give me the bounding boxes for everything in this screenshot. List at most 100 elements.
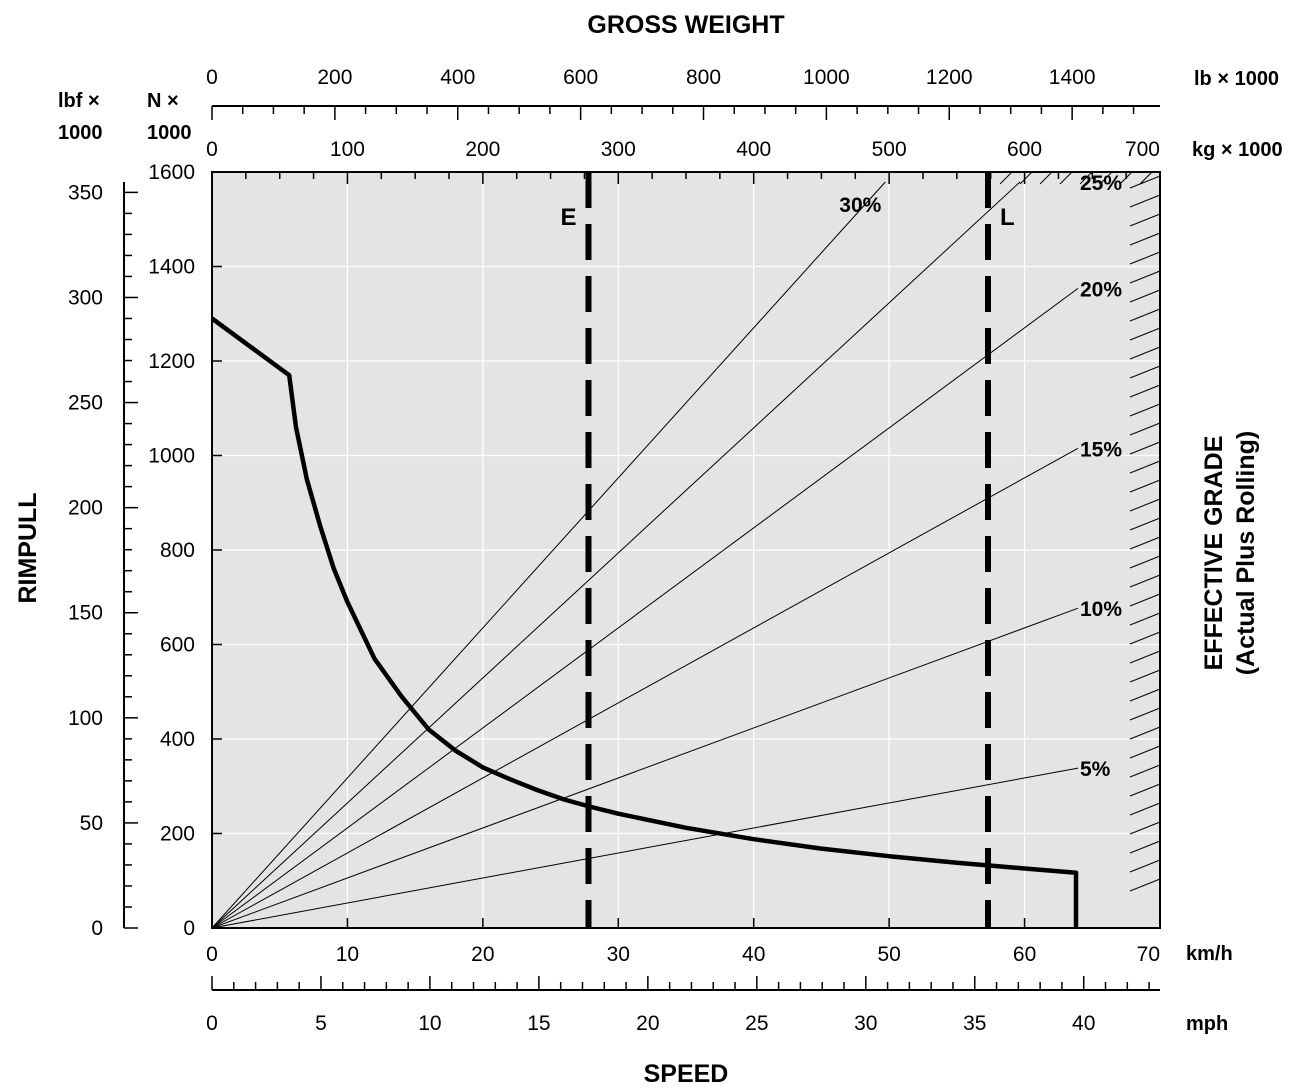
y-tick-label-n: 600: [160, 634, 195, 657]
y-tick-label-lbf: 250: [68, 392, 103, 415]
grade-scale-tick: [1019, 171, 1033, 185]
grade-scale-tick: [1129, 612, 1161, 626]
grade-scale-tick: [1129, 270, 1161, 284]
grade-line-15: [211, 447, 1079, 929]
grade-scale-tick: [1129, 821, 1161, 835]
x-axis-title: SPEED: [644, 1060, 729, 1088]
y-tick-label-n: 200: [160, 823, 195, 846]
y-tick-label-n: 0: [183, 917, 195, 940]
grade-label-15: 15%: [1080, 438, 1122, 461]
grade-scale-tick: [1129, 707, 1161, 721]
x-tick-label-mph: 30: [854, 1012, 877, 1035]
y-tick-label-n: 1000: [148, 445, 195, 468]
y-tick-label-lbf: 300: [68, 286, 103, 309]
y-tick-label-lbf: 150: [68, 602, 103, 625]
x-tick-label-mph: 35: [963, 1012, 986, 1035]
grade-scale-tick: [1129, 289, 1161, 303]
x-tick-label-mph: 5: [315, 1012, 327, 1035]
grade-scale-tick: [1129, 878, 1161, 892]
top-tick-label-lb: 400: [440, 66, 475, 89]
top-tick-label-lb: 1200: [926, 66, 973, 89]
y-tick-label-n: 800: [160, 539, 195, 562]
grade-scale-tick: [1129, 593, 1161, 607]
grade-scale-tick: [1129, 384, 1161, 398]
top-tick-label-kg: 400: [736, 138, 771, 161]
x-secondary-unit-label: mph: [1186, 1013, 1228, 1035]
grade-scale-tick: [1129, 213, 1161, 227]
grade-scale-tick: [1129, 498, 1161, 512]
grade-scale-tick: [1129, 726, 1161, 740]
grade-label-20: 20%: [1080, 278, 1122, 301]
y-tick-label-n: 1600: [148, 161, 195, 184]
chart-title: GROSS WEIGHT: [587, 11, 784, 39]
grade-scale-tick: [1129, 783, 1161, 797]
y-secondary-unit-label-line2: 1000: [58, 122, 103, 144]
grade-scale-tick: [1129, 194, 1161, 208]
x-tick-label-kmh: 40: [742, 943, 765, 966]
x-tick-label-mph: 10: [418, 1012, 441, 1035]
grade-scale-tick: [1129, 441, 1161, 455]
y-primary-unit-label-line1: N ×: [147, 90, 179, 112]
right-axis-title-line2: (Actual Plus Rolling): [1232, 431, 1260, 675]
y-tick-label-lbf: 50: [80, 812, 103, 835]
grade-scale-tick: [1129, 536, 1161, 550]
top-tick-label-lb: 200: [317, 66, 352, 89]
grade-scale-tick: [1129, 175, 1161, 189]
axis-scales: 0 10 20 30 40 50 60 700 5 10 15 20 25 30 35 40020040060…: [68, 66, 1161, 1035]
y-secondary-unit-label-line1: lbf ×: [58, 90, 100, 112]
top-tick-label-lb: 1400: [1049, 66, 1096, 89]
x-tick-label-mph: 40: [1072, 1012, 1095, 1035]
x-tick-label-mph: 0: [206, 1012, 218, 1035]
top-tick-label-lb: 1000: [803, 66, 850, 89]
marker-label-e: E: [560, 204, 576, 231]
grade-scale-tick: [1129, 517, 1161, 531]
grade-line-20: [211, 287, 1079, 929]
grade-line-25: [211, 181, 1021, 929]
grade-scale-tick: [1129, 327, 1161, 341]
x-tick-label-kmh: 50: [877, 943, 900, 966]
y-primary-unit-label-line2: 1000: [147, 122, 192, 144]
y-tick-label-lbf: 350: [68, 181, 103, 204]
grade-label-5: 5%: [1080, 758, 1111, 781]
top-lb-unit-label: lb × 1000: [1194, 68, 1279, 90]
x-tick-label-mph: 15: [527, 1012, 550, 1035]
x-primary-unit-label: km/h: [1186, 943, 1233, 965]
top-tick-label-kg: 0: [206, 138, 218, 161]
top-tick-label-lb: 800: [686, 66, 721, 89]
top-tick-label-kg: 300: [601, 138, 636, 161]
grade-scale-tick: [1129, 859, 1161, 873]
y-axis-title: RIMPULL: [14, 492, 42, 603]
grade-scale-tick: [1039, 171, 1053, 185]
grade-scale-tick: [1129, 460, 1161, 474]
grade-line-5: [211, 767, 1079, 929]
y-tick-label-lbf: 0: [91, 917, 103, 940]
grade-label-30: 30%: [839, 194, 881, 217]
grade-scale-tick: [1129, 802, 1161, 816]
x-tick-label-kmh: 0: [206, 943, 218, 966]
marker-label-l: L: [1000, 204, 1015, 231]
grade-scale-tick: [1129, 574, 1161, 588]
grade-scale-tick: [1129, 688, 1161, 702]
grade-scale-tick: [1129, 251, 1161, 265]
grade-scale-tick: [1059, 171, 1073, 185]
top-kg-unit-label: kg × 1000: [1192, 139, 1283, 161]
x-tick-label-kmh: 30: [607, 943, 630, 966]
grade-scale-tick: [1139, 171, 1153, 185]
x-tick-label-kmh: 20: [471, 943, 494, 966]
grade-scale-tick: [1129, 555, 1161, 569]
rimpull-curve: [210, 316, 1079, 928]
y-tick-label-lbf: 200: [68, 497, 103, 520]
y-tick-label-n: 400: [160, 728, 195, 751]
y-tick-label-n: 1400: [148, 256, 195, 279]
grade-scale-tick: [1079, 171, 1093, 185]
grade-scale-tick: [1129, 346, 1161, 360]
x-tick-label-mph: 25: [745, 1012, 768, 1035]
top-tick-label-kg: 700: [1125, 138, 1160, 161]
grade-scale-tick: [1129, 745, 1161, 759]
top-tick-label-kg: 200: [465, 138, 500, 161]
y-tick-label-lbf: 100: [68, 707, 103, 730]
grade-scale-tick: [1129, 650, 1161, 664]
top-tick-label-kg: 100: [330, 138, 365, 161]
grade-lines: 30%25%20%15%10%5%: [211, 171, 1161, 929]
